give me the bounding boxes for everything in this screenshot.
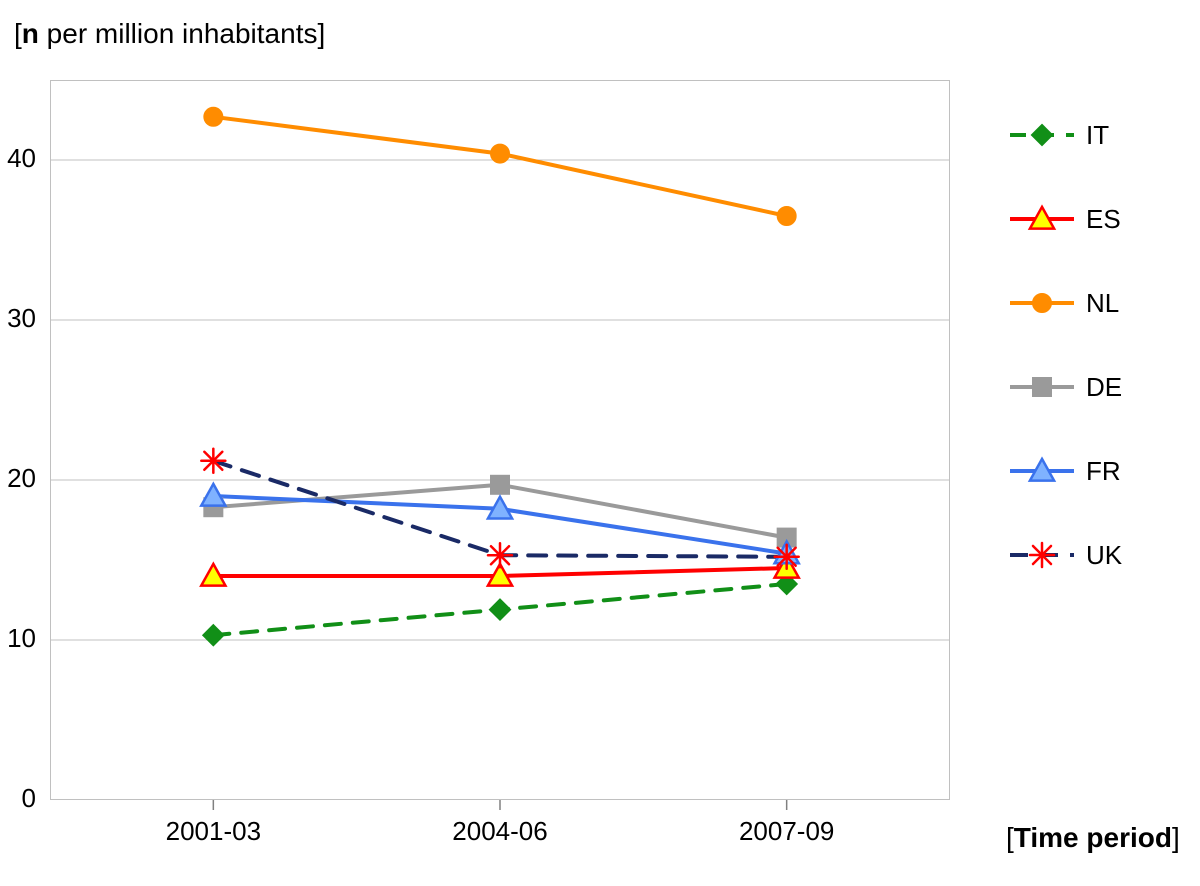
legend-swatch [1010,540,1074,570]
legend-label: FR [1086,456,1121,487]
legend-label: UK [1086,540,1122,571]
legend-item-fr: FR [1010,456,1122,486]
legend: IT ES NL DE FR UK [1010,120,1122,624]
x-tick-label: 2007-09 [739,816,834,846]
x-title-bracket-close: ] [1172,822,1180,853]
legend-item-uk: UK [1010,540,1122,570]
x-title-bold: Time period [1014,822,1172,853]
legend-item-es: ES [1010,204,1122,234]
x-tick-label: 2001-03 [166,816,261,846]
legend-label: DE [1086,372,1122,403]
marker-circle [778,207,796,225]
y-axis-title: [n per million inhabitants] [14,18,325,50]
marker-square [1033,378,1051,396]
y-title-bracket-open: [ [14,18,22,49]
y-title-bold: n [22,18,39,49]
legend-swatch [1010,120,1074,150]
x-axis-title: [Time period] [1006,822,1180,854]
legend-item-de: DE [1010,372,1122,402]
y-tick-label: 40 [7,143,36,173]
y-tick-label: 10 [7,623,36,653]
legend-swatch [1010,288,1074,318]
marker-circle [204,108,222,126]
legend-swatch [1010,456,1074,486]
y-tick-label: 20 [7,463,36,493]
legend-label: NL [1086,288,1119,319]
plot-border [51,81,950,800]
legend-item-nl: NL [1010,288,1122,318]
y-title-rest: per million inhabitants] [39,18,325,49]
line-chart-svg: 0102030402001-032004-062007-09 [50,80,950,800]
legend-label: ES [1086,204,1121,235]
y-tick-label: 30 [7,303,36,333]
chart-plot-area: 0102030402001-032004-062007-09 [50,80,950,800]
x-tick-label: 2004-06 [452,816,547,846]
legend-item-it: IT [1010,120,1122,150]
marker-circle [491,145,509,163]
marker-square [491,476,509,494]
legend-swatch [1010,204,1074,234]
chart-page: [n per million inhabitants] 010203040200… [0,0,1200,886]
legend-label: IT [1086,120,1109,151]
marker-circle [1033,294,1051,312]
marker-diamond [1032,125,1052,145]
y-tick-label: 0 [22,783,36,813]
legend-swatch [1010,372,1074,402]
x-title-bracket-open: [ [1006,822,1014,853]
